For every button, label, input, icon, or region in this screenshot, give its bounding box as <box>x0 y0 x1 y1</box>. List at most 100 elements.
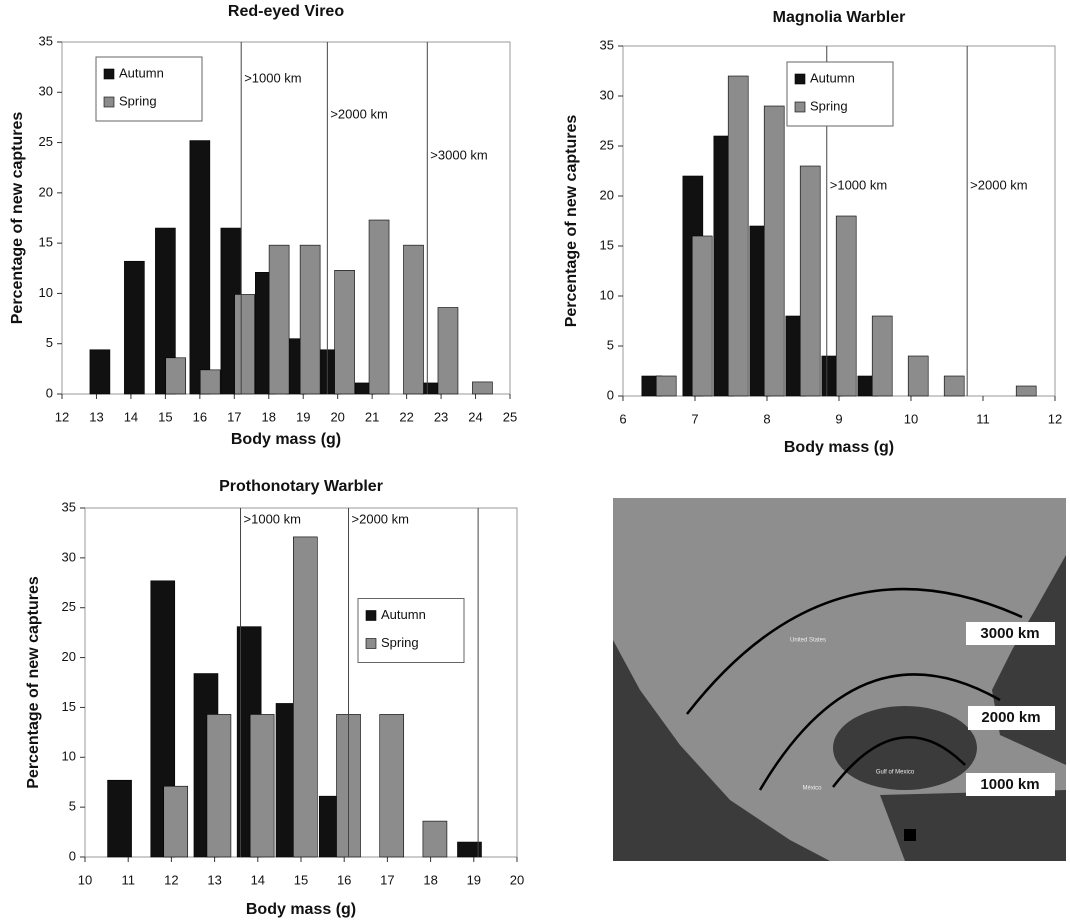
bar <box>380 714 404 857</box>
legend-label: Autumn <box>119 65 164 80</box>
threshold-label: >1000 km <box>830 177 887 192</box>
y-tick-label: 30 <box>39 84 53 99</box>
y-tick-label: 35 <box>62 499 76 514</box>
bar <box>692 236 712 396</box>
x-tick-label: 24 <box>468 409 482 424</box>
x-tick-label: 19 <box>296 409 310 424</box>
y-tick-label: 30 <box>62 549 76 564</box>
bar <box>250 714 274 857</box>
map-label: 3000 km <box>980 625 1039 642</box>
legend-label: Spring <box>810 98 848 113</box>
bar <box>872 316 892 396</box>
y-tick-label: 25 <box>600 137 614 152</box>
y-tick-label: 0 <box>46 385 53 400</box>
bar <box>207 714 231 857</box>
bar <box>166 358 186 394</box>
y-tick-label: 35 <box>39 33 53 48</box>
y-tick-label: 15 <box>39 235 53 250</box>
bar <box>90 350 110 394</box>
x-tick-label: 21 <box>365 409 379 424</box>
y-tick-label: 10 <box>600 287 614 302</box>
x-tick-label: 15 <box>158 409 172 424</box>
legend-label: Autumn <box>810 70 855 85</box>
x-axis-label: Body mass (g) <box>231 431 341 448</box>
threshold-label: >2000 km <box>330 106 387 121</box>
y-axis-label: Percentage of new captures <box>25 576 42 789</box>
threshold-label: >2000 km <box>970 177 1027 192</box>
y-tick-label: 5 <box>69 799 76 814</box>
y-tick-label: 0 <box>69 848 76 863</box>
bar <box>293 537 317 857</box>
x-tick-label: 17 <box>227 409 241 424</box>
bar <box>438 308 458 394</box>
x-axis-label: Body mass (g) <box>246 901 356 918</box>
x-tick-label: 15 <box>294 872 308 887</box>
y-tick-label: 5 <box>607 337 614 352</box>
bar <box>800 166 820 396</box>
bar <box>124 261 144 394</box>
x-tick-label: 9 <box>835 411 842 426</box>
map-label: 2000 km <box>981 709 1040 726</box>
y-tick-label: 15 <box>62 699 76 714</box>
bar <box>335 270 355 394</box>
legend-swatch <box>366 611 376 621</box>
x-tick-label: 12 <box>1048 411 1062 426</box>
map-caribbean <box>880 790 1066 861</box>
x-tick-label: 20 <box>510 872 524 887</box>
x-tick-label: 20 <box>330 409 344 424</box>
chart-title: Red-eyed Vireo <box>228 3 344 20</box>
chart-title: Magnolia Warbler <box>773 9 906 26</box>
bar <box>190 141 210 394</box>
x-tick-label: 18 <box>262 409 276 424</box>
bar <box>728 76 748 396</box>
bar <box>764 106 784 396</box>
x-tick-label: 19 <box>467 872 481 887</box>
x-tick-label: 7 <box>691 411 698 426</box>
y-tick-label: 30 <box>600 87 614 102</box>
bar <box>200 370 220 394</box>
bar <box>164 786 188 857</box>
map-label: United States <box>790 638 826 644</box>
y-axis-label: Percentage of new captures <box>563 115 580 328</box>
threshold-label: >1000 km <box>244 511 301 526</box>
legend-swatch <box>795 74 805 84</box>
x-tick-label: 16 <box>193 409 207 424</box>
bar <box>300 245 320 394</box>
x-tick-label: 14 <box>124 409 138 424</box>
map-label: Gulf of Mexico <box>876 770 915 776</box>
figure: 3000 km 2000 km 1000 km United States Mé… <box>0 0 1070 921</box>
bar <box>108 780 132 857</box>
y-tick-label: 0 <box>607 387 614 402</box>
x-tick-label: 13 <box>207 872 221 887</box>
y-tick-label: 20 <box>62 649 76 664</box>
chart-title: Prothonotary Warbler <box>219 478 383 495</box>
bar <box>423 821 447 857</box>
threshold-label: >1000 km <box>244 70 301 85</box>
x-tick-label: 14 <box>251 872 265 887</box>
bar <box>908 356 928 396</box>
x-tick-label: 8 <box>763 411 770 426</box>
map-label: 1000 km <box>980 776 1039 793</box>
map: 3000 km 2000 km 1000 km United States Mé… <box>613 498 1066 861</box>
bar <box>404 245 424 394</box>
x-tick-label: 18 <box>423 872 437 887</box>
legend-label: Autumn <box>381 607 426 622</box>
x-tick-label: 17 <box>380 872 394 887</box>
site-marker <box>904 829 916 841</box>
x-tick-label: 11 <box>976 411 990 426</box>
map-label: México <box>802 786 822 792</box>
bar <box>836 216 856 396</box>
x-tick-label: 12 <box>55 409 69 424</box>
x-tick-label: 12 <box>164 872 178 887</box>
x-tick-label: 11 <box>121 872 135 887</box>
x-tick-label: 10 <box>904 411 918 426</box>
y-tick-label: 35 <box>600 37 614 52</box>
x-tick-label: 6 <box>619 411 626 426</box>
bar <box>472 382 492 394</box>
x-tick-label: 13 <box>89 409 103 424</box>
legend-swatch <box>795 102 805 112</box>
bar <box>269 245 289 394</box>
legend-label: Spring <box>381 635 419 650</box>
map-gulf <box>833 706 977 790</box>
bar <box>944 376 964 396</box>
